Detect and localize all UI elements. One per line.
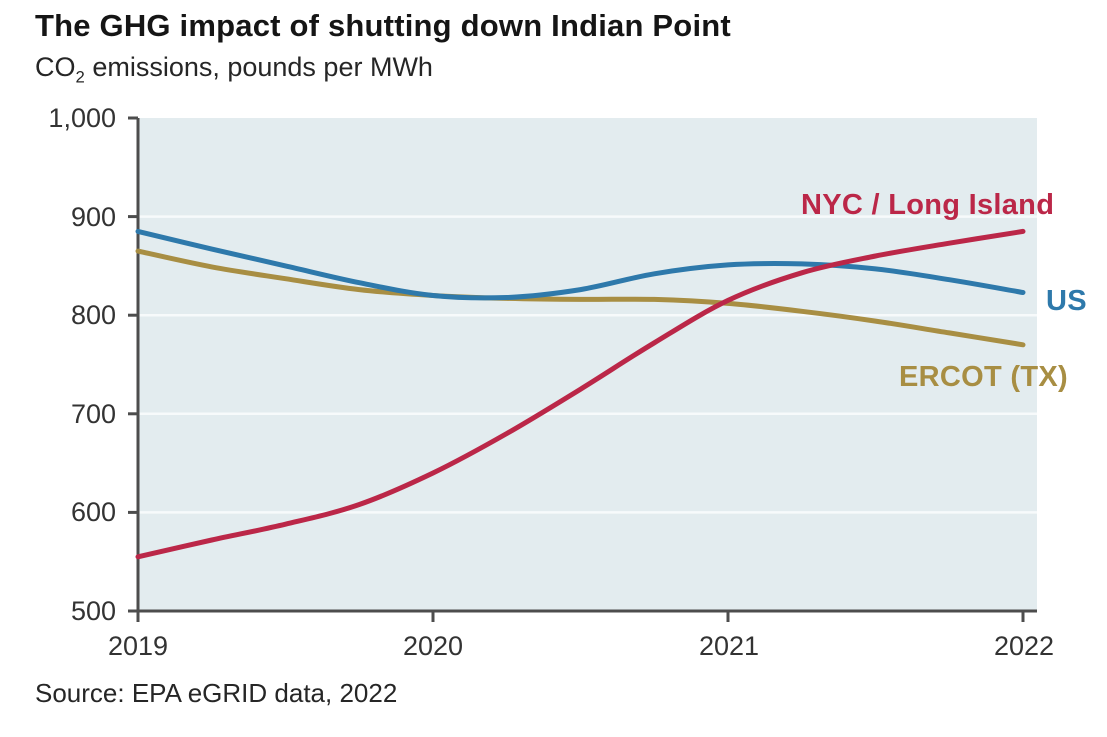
x-axis-tick-label: 2021 — [698, 631, 760, 661]
source-note: Source: EPA eGRID data, 2022 — [35, 678, 398, 708]
y-axis-tick-label: 900 — [70, 202, 116, 232]
subtitle-subscript: 2 — [75, 67, 85, 87]
y-axis-tick-label: 800 — [70, 300, 116, 330]
plot-background — [138, 118, 1037, 611]
series-line-ercot-tx — [135, 248, 1026, 348]
y-axis-tick-label: 600 — [70, 497, 116, 527]
x-axis-tick-label: 2019 — [107, 631, 169, 661]
series-label-us: US — [1046, 285, 1087, 317]
plot-svg — [128, 116, 1037, 622]
axis-lines — [136, 118, 1037, 613]
series-label-ercot-tx: ERCOT (TX) — [899, 361, 1068, 393]
y-axis-tick-label: 1,000 — [48, 103, 116, 133]
series-line-us — [135, 228, 1026, 301]
series-line-nyc-long-island — [135, 228, 1026, 560]
subtitle-prefix: CO — [35, 52, 76, 82]
x-axis-tick-label: 2022 — [993, 631, 1055, 661]
subtitle-rest: emissions, pounds per MWh — [84, 52, 433, 82]
series-label-nyc-long-island: NYC / Long Island — [801, 189, 1055, 221]
y-axis-tick-label: 700 — [70, 399, 116, 429]
y-axis-tick-label: 500 — [70, 596, 116, 626]
chart-subtitle: CO2 emissions, pounds per MWh — [35, 52, 433, 87]
x-axis-tick-label: 2020 — [402, 631, 464, 661]
chart-title: The GHG impact of shutting down Indian P… — [35, 8, 731, 43]
